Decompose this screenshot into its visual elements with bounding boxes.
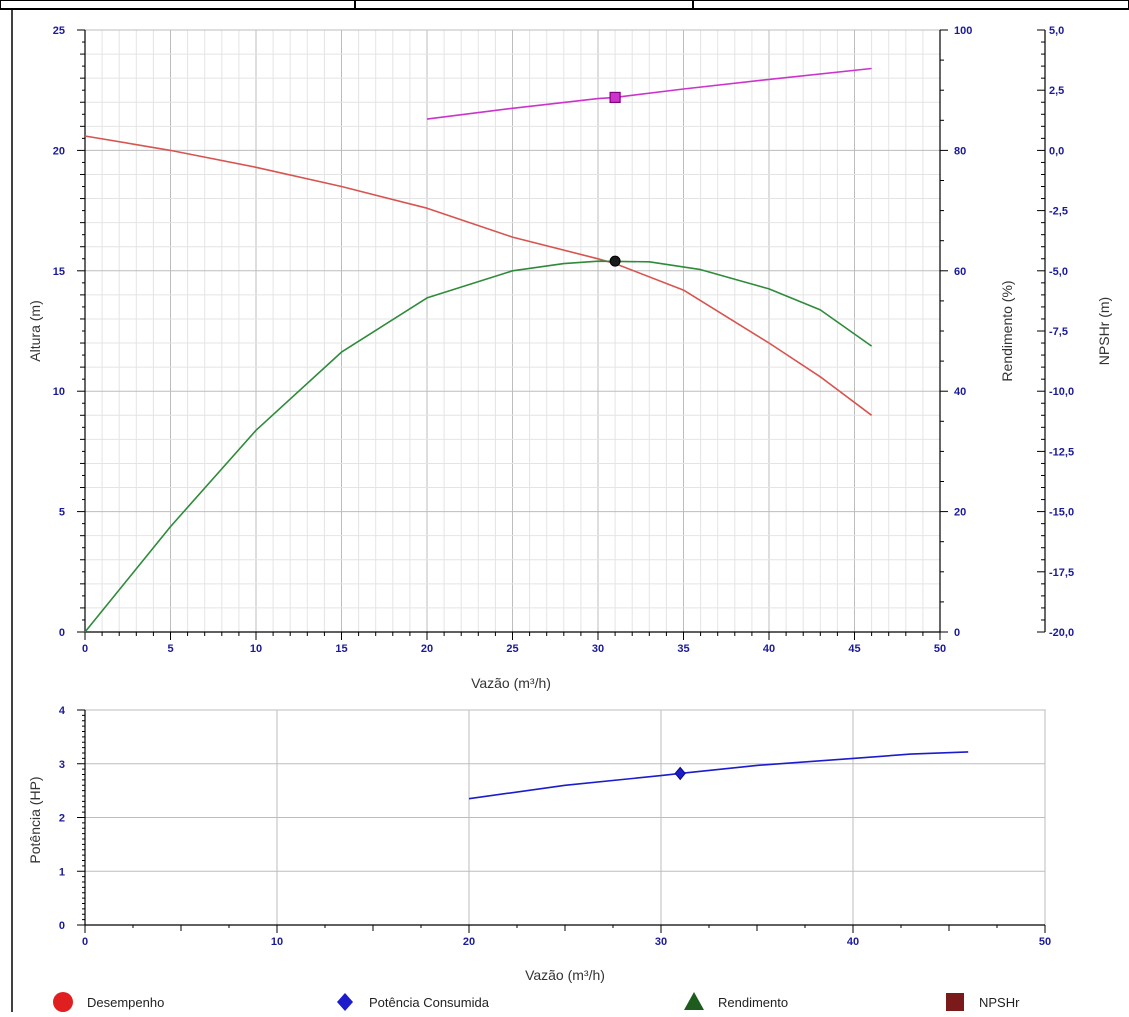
x-tick-label: 15	[335, 643, 347, 655]
y-tick-label: 5	[59, 507, 65, 519]
power-y-tick-label: 4	[59, 705, 66, 717]
performance-curve	[84, 135, 873, 416]
legend-label: NPSHr	[979, 995, 1020, 1010]
header-strip	[0, 0, 1129, 10]
chart-legend: Desempenho Potência Consumida Rendimento NP…	[53, 992, 1020, 1012]
power-y-axis-title: Potência (HP)	[27, 776, 43, 863]
power-plot-grid	[84, 709, 1046, 926]
y-tick-label: 10	[53, 386, 65, 398]
main-plot-grid	[84, 29, 941, 633]
power-x-tick-label: 0	[82, 936, 88, 948]
power-curve	[468, 751, 969, 800]
y3-tick-label: -20,0	[1049, 627, 1074, 639]
y3-tick-label: 5,0	[1049, 25, 1064, 37]
x-tick-label: 20	[421, 643, 433, 655]
y2-tick-label: 0	[954, 627, 960, 639]
power-plot-tick-labels: 0 10 20 30 40 50 0 1 2 3 4	[59, 705, 1051, 948]
power-y-tick-label: 1	[59, 866, 65, 878]
y-tick-label: 0	[59, 627, 65, 639]
main-y-axis-title: Altura (m)	[27, 300, 43, 361]
legend-triangle-icon	[684, 992, 704, 1010]
efficiency-curve	[84, 260, 873, 633]
power-x-tick-label: 50	[1039, 936, 1051, 948]
y3-tick-label: -15,0	[1049, 507, 1074, 519]
main-y2-axis-title: Rendimento (%)	[999, 280, 1015, 381]
power-x-tick-label: 20	[463, 936, 475, 948]
power-plot-axes	[77, 709, 1046, 933]
legend-label: Desempenho	[87, 995, 164, 1010]
legend-label: Rendimento	[718, 995, 788, 1010]
y3-tick-label: -5,0	[1049, 266, 1068, 278]
power-y-tick-label: 2	[59, 813, 65, 825]
x-tick-label: 45	[848, 643, 860, 655]
y3-tick-label: -10,0	[1049, 386, 1074, 398]
main-plot-tick-labels: 0 5 10 15 20 25 30 35 40 45 50 0 5 10 15 20 25 0 20 40 60 80 1…	[53, 25, 1074, 655]
y2-tick-label: 40	[954, 386, 966, 398]
y2-tick-label: 100	[954, 25, 972, 37]
y3-tick-label: 0,0	[1049, 145, 1064, 157]
x-tick-label: 10	[250, 643, 262, 655]
x-tick-label: 25	[506, 643, 518, 655]
power-plot-series	[468, 751, 969, 800]
y3-tick-label: -2,5	[1049, 206, 1068, 218]
y3-tick-label: -17,5	[1049, 567, 1074, 579]
x-tick-label: 0	[82, 643, 88, 655]
y3-tick-label: 2,5	[1049, 85, 1064, 97]
y-tick-label: 15	[53, 266, 65, 278]
main-x-axis-title: Vazão (m³/h)	[471, 675, 551, 691]
main-plot-axes	[77, 29, 1046, 640]
y2-tick-label: 60	[954, 266, 966, 278]
legend-label: Potência Consumida	[369, 995, 490, 1010]
legend-square-icon	[946, 993, 964, 1011]
legend-circle-icon	[53, 992, 73, 1012]
legend-item-efficiency: Rendimento	[684, 992, 788, 1010]
x-tick-label: 50	[934, 643, 946, 655]
x-tick-label: 30	[592, 643, 604, 655]
y2-tick-label: 20	[954, 507, 966, 519]
legend-diamond-icon	[337, 993, 353, 1011]
npshr-operating-point	[609, 91, 621, 104]
legend-item-performance: Desempenho	[53, 992, 164, 1012]
power-y-tick-label: 3	[59, 759, 65, 771]
y-tick-label: 20	[53, 145, 65, 157]
x-tick-label: 35	[677, 643, 689, 655]
main-y3-axis-title: NPSHr (m)	[1096, 297, 1112, 365]
power-x-tick-label: 10	[271, 936, 283, 948]
y3-tick-label: -7,5	[1049, 326, 1068, 338]
legend-item-npshr: NPSHr	[946, 993, 1020, 1011]
power-operating-point	[674, 766, 686, 781]
main-plot-series	[84, 67, 873, 633]
power-y-tick-label: 0	[59, 920, 65, 932]
y-tick-label: 25	[53, 25, 65, 37]
power-x-axis-title: Vazão (m³/h)	[525, 967, 605, 983]
performance-operating-point	[609, 255, 621, 267]
power-x-tick-label: 40	[847, 936, 859, 948]
y3-tick-label: -12,5	[1049, 446, 1074, 458]
power-x-tick-label: 30	[655, 936, 667, 948]
y2-tick-label: 80	[954, 145, 966, 157]
x-tick-label: 40	[763, 643, 775, 655]
x-tick-label: 5	[167, 643, 173, 655]
legend-item-power: Potência Consumida	[337, 993, 490, 1011]
